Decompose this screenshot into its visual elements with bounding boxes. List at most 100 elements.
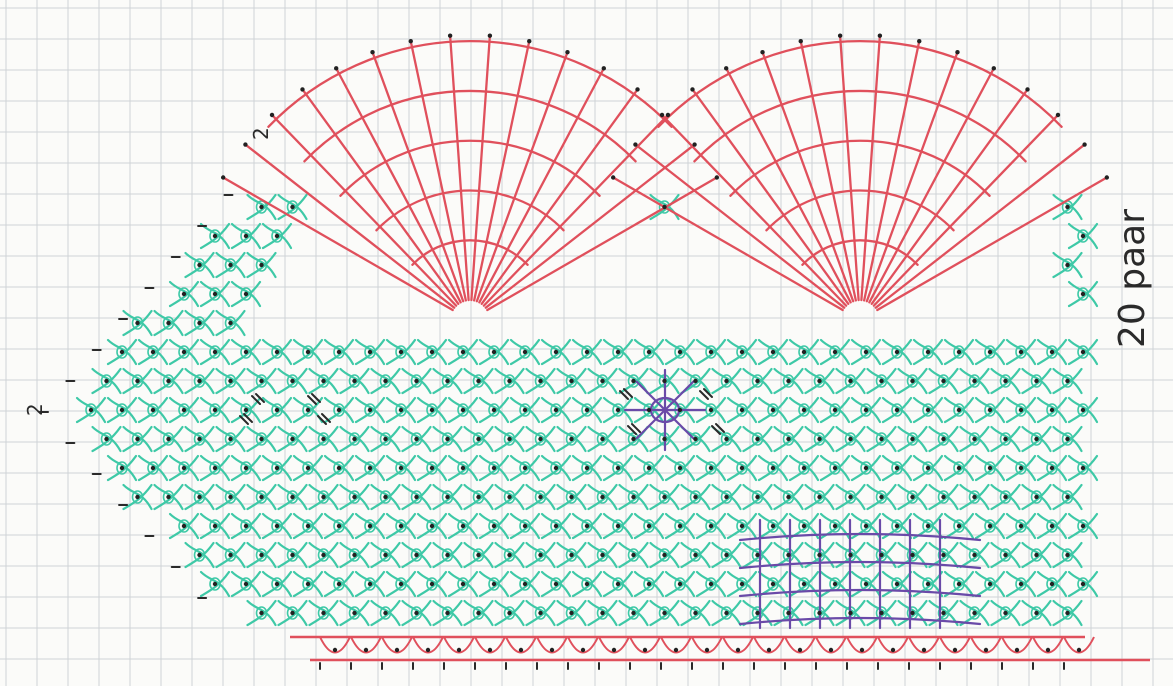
- half-stitch-thread: [618, 541, 649, 569]
- half-stitch-thread: [974, 454, 1006, 482]
- pin-dot: [693, 552, 698, 558]
- pin-loop: [147, 461, 159, 475]
- half-stitch-thread: [850, 338, 882, 366]
- half-stitch-thread: [478, 512, 510, 540]
- half-stitch-thread: [1052, 251, 1083, 279]
- half-stitch-thread: [416, 570, 448, 598]
- tick-mark: [703, 388, 713, 398]
- half-stitch-thread: [726, 454, 758, 482]
- half-stitch-thread: [246, 367, 277, 395]
- half-stitch-thread: [246, 483, 277, 511]
- pin-loop: [333, 577, 345, 591]
- pin-dot: [569, 436, 574, 442]
- fan-spoke: [270, 113, 458, 307]
- pin-loop: [906, 432, 919, 446]
- pin-dot: [646, 465, 652, 471]
- pin-dot: [817, 378, 822, 384]
- half-stitch-thread: [726, 396, 758, 424]
- pin-dot: [274, 465, 280, 471]
- pin-loop: [767, 577, 779, 591]
- pin-dot: [848, 552, 853, 558]
- pin-dot: [755, 494, 760, 500]
- pin-dot: [259, 494, 264, 500]
- pin-dot: [88, 407, 94, 413]
- pin-dot: [1049, 581, 1055, 587]
- half-stitch-thread: [339, 425, 370, 453]
- pin-loop: [162, 374, 175, 388]
- pin-loop: [209, 403, 221, 417]
- half-stitch-thread: [354, 338, 386, 366]
- pair-tick-marks: [39, 194, 1065, 670]
- pin-dot: [259, 204, 264, 210]
- half-stitch-thread: [215, 367, 246, 395]
- half-stitch-thread: [447, 338, 479, 366]
- pin-dot: [290, 610, 295, 616]
- half-stitch-thread: [525, 541, 556, 569]
- pin-loop: [364, 345, 376, 359]
- pin-loop: [395, 519, 407, 533]
- pin-dot: [693, 610, 698, 616]
- pin-dot: [987, 349, 993, 355]
- pin-loop: [1077, 345, 1089, 359]
- half-stitch-thread: [230, 280, 262, 308]
- half-stitch-thread: [633, 570, 665, 598]
- pin-dot: [518, 647, 524, 653]
- pin-dot: [197, 552, 202, 558]
- half-stitch-thread: [277, 193, 308, 221]
- half-stitch-thread: [912, 338, 944, 366]
- half-stitch-thread: [633, 396, 665, 424]
- pin-loop: [844, 490, 857, 504]
- half-stitch-thread: [1005, 512, 1037, 540]
- pin-loop: [348, 374, 361, 388]
- half-stitch-thread: [370, 599, 401, 627]
- pin-dot: [615, 465, 621, 471]
- half-stitch-thread: [494, 483, 525, 511]
- pin-dot: [987, 465, 993, 471]
- pin-dot: [770, 407, 776, 413]
- half-stitch-thread: [432, 367, 463, 395]
- pin-dot: [863, 349, 869, 355]
- half-stitch-thread: [308, 599, 339, 627]
- fan-spoke: [484, 143, 696, 309]
- half-stitch-thread: [463, 483, 494, 511]
- half-stitch-thread: [323, 454, 355, 482]
- pin-dot: [456, 647, 462, 653]
- pin-loop: [317, 490, 330, 504]
- pin-dot: [786, 436, 791, 442]
- pin-loop: [643, 461, 655, 475]
- half-stitch-thread: [354, 570, 386, 598]
- pin-loop: [581, 461, 593, 475]
- half-stitch-thread: [401, 483, 432, 511]
- half-stitch-thread: [695, 454, 727, 482]
- half-stitch-thread: [602, 512, 634, 540]
- half-stitch-thread: [587, 483, 618, 511]
- half-stitch-thread: [711, 599, 742, 627]
- half-stitch-thread: [912, 512, 944, 540]
- half-stitch-thread: [199, 454, 231, 482]
- pin-dot: [228, 436, 233, 442]
- pin-loop: [379, 432, 392, 446]
- pin-dot: [300, 87, 305, 92]
- pin-loop: [736, 577, 748, 591]
- half-stitch-thread: [277, 541, 308, 569]
- pin-loop: [147, 403, 159, 417]
- half-stitch-thread: [912, 396, 944, 424]
- half-stitch-thread: [990, 425, 1021, 453]
- half-stitch-thread: [385, 454, 417, 482]
- pin-loop: [193, 374, 206, 388]
- half-stitch-thread: [199, 454, 231, 482]
- pin-dot: [476, 552, 481, 558]
- pin-dot: [832, 581, 838, 587]
- half-stitch-thread: [1067, 396, 1099, 424]
- pin-loop: [131, 374, 144, 388]
- pin-loop: [658, 548, 671, 562]
- half-stitch-thread: [540, 396, 572, 424]
- half-stitch-thread: [1005, 396, 1037, 424]
- half-stitch-thread: [277, 599, 308, 627]
- half-stitch-thread: [122, 367, 153, 395]
- pin-dot: [786, 378, 791, 384]
- pin-dot: [646, 581, 652, 587]
- pin-dot: [910, 494, 915, 500]
- half-stitch-thread: [323, 512, 355, 540]
- pin-loop: [798, 577, 810, 591]
